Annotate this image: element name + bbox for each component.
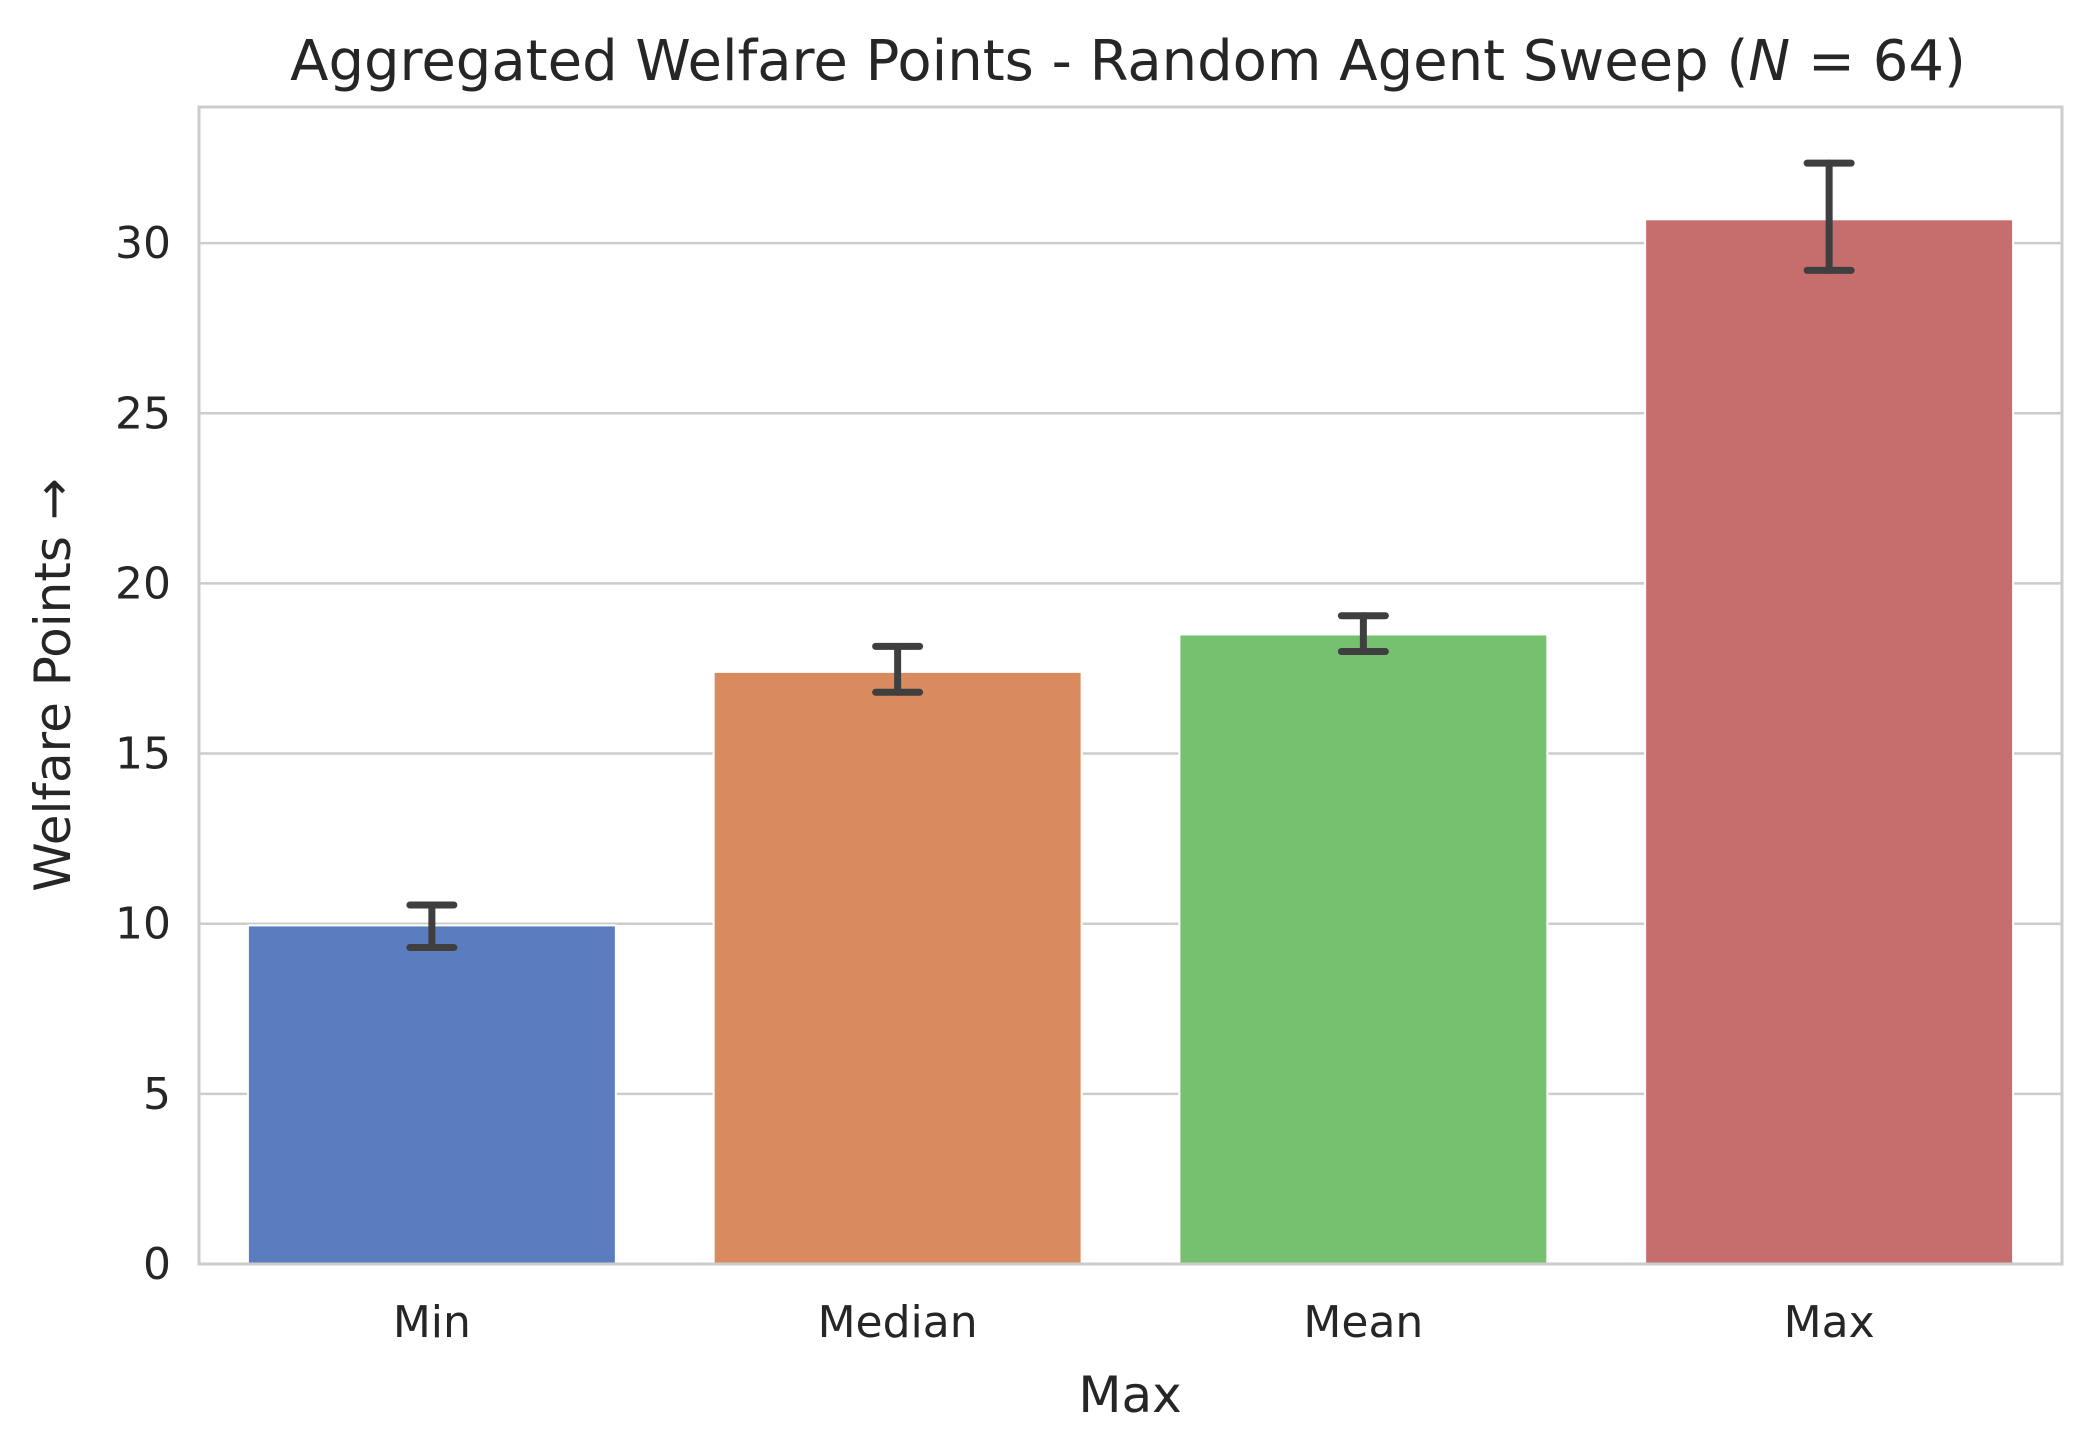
bar-median [712,670,1083,1265]
x-tick-label: Median [818,1297,978,1348]
y-tick-label: 30 [115,218,171,269]
x-tick-labels: Min Median Mean Max [393,1297,1875,1348]
chart-title: Aggregated Welfare Points - Random Agent… [290,29,1966,94]
x-axis-label: Max [1078,1366,1181,1424]
y-tick-label: 25 [115,388,171,439]
y-tick-label: 5 [143,1069,171,1120]
error-bars [406,159,1855,952]
y-tick-label: 15 [115,729,171,780]
y-tick-label: 20 [115,558,171,609]
bar-min [246,924,617,1265]
y-tick-label: 10 [115,899,171,950]
bar-max [1644,218,2015,1265]
plot-frame [197,105,2064,1266]
bar-mean [1178,633,1549,1265]
x-tick-label: Mean [1303,1297,1423,1348]
error-bar-min [406,901,458,952]
x-tick-label: Max [1784,1297,1875,1348]
x-tick-label: Min [393,1297,471,1348]
bars [246,218,2015,1265]
y-axis-label: Welfare Points → [24,478,82,892]
error-bar-mean [1337,612,1389,655]
error-bar-max [1803,159,1855,274]
error-bar-median [872,642,924,696]
y-tick-label: 0 [143,1239,171,1290]
y-tick-labels: 0 5 10 15 20 25 30 [115,218,171,1290]
